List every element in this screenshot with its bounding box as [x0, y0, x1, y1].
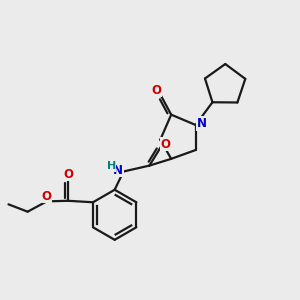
Text: N: N — [113, 164, 123, 176]
Text: N: N — [196, 117, 206, 130]
Text: O: O — [41, 190, 51, 202]
Text: O: O — [152, 84, 161, 97]
Text: O: O — [63, 168, 73, 181]
Text: O: O — [160, 138, 170, 151]
Text: H: H — [106, 161, 116, 171]
